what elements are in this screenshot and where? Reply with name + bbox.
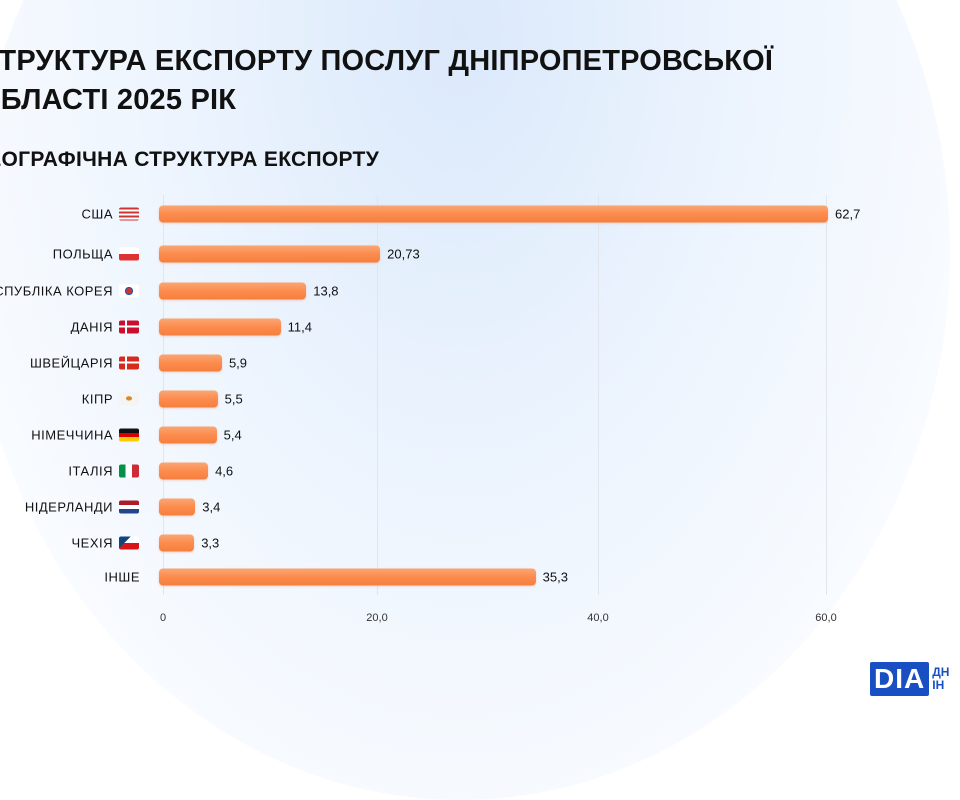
gridline xyxy=(826,195,827,595)
gridline xyxy=(377,195,378,595)
data-label: 20,73 xyxy=(387,246,420,262)
data-label: 62,7 xyxy=(835,206,861,222)
bar xyxy=(159,245,381,263)
data-label: 4,6 xyxy=(215,463,234,479)
pl-flag-icon xyxy=(119,247,139,261)
x-tick-label: 40,0 xyxy=(587,612,609,624)
bar xyxy=(159,498,196,516)
x-tick-label: 60,0 xyxy=(815,612,837,624)
category-label: США xyxy=(81,206,113,222)
nl-flag-icon xyxy=(119,500,139,514)
de-flag-icon xyxy=(119,428,139,442)
data-label: 5,4 xyxy=(223,427,242,443)
category-label: ЧЕХІЯ xyxy=(71,535,113,551)
bar xyxy=(159,462,209,480)
cy-flag-icon xyxy=(119,392,139,406)
bar xyxy=(159,282,307,300)
data-label: 3,3 xyxy=(201,535,220,551)
category-label: КІПР xyxy=(81,391,113,407)
us-flag-icon xyxy=(119,207,139,221)
category-label: ІНШЕ xyxy=(104,569,140,585)
data-label: 13,8 xyxy=(313,283,339,299)
logo-text-2: ІН xyxy=(932,678,945,692)
logo-text-1: ДН xyxy=(932,665,950,679)
it-flag-icon xyxy=(119,464,139,478)
dk-flag-icon xyxy=(119,320,139,334)
ch-flag-icon xyxy=(119,356,139,370)
data-label: 3,4 xyxy=(202,499,221,515)
bar xyxy=(159,426,217,444)
bar xyxy=(159,568,536,586)
data-label: 11,4 xyxy=(287,319,312,335)
category-label: НІДЕРЛАНДИ xyxy=(24,499,113,515)
bar-chart: 0 20,0 40,0 60,0 США 62,7 ПОЛЬЩА 20,73 РЕСПУБЛІК… xyxy=(0,195,861,624)
kr-flag-icon xyxy=(119,284,139,298)
cz-flag-icon xyxy=(119,536,139,550)
category-label: ШВЕЙЦАРІЯ xyxy=(29,355,113,371)
chart-subtitle: ГЕОГРАФІЧНА СТРУКТУРА ЕКСПОРТУ xyxy=(0,148,380,171)
category-label: ПОЛЬЩА xyxy=(52,246,113,262)
x-tick-label: 20,0 xyxy=(366,612,388,624)
category-label: ІТАЛІЯ xyxy=(68,463,113,479)
bar xyxy=(159,354,222,372)
data-label: 5,5 xyxy=(224,391,243,407)
data-label: 35,3 xyxy=(542,569,568,585)
page-title: СТРУКТУРА ЕКСПОРТУ ПОСЛУГ ДНІПРОПЕТРОВСЬ… xyxy=(0,45,774,116)
bar xyxy=(159,390,218,408)
bar xyxy=(159,534,195,552)
category-label: РЕСПУБЛІКА КОРЕЯ xyxy=(0,283,113,299)
category-label: НІМЕЧЧИНА xyxy=(31,427,113,443)
dia-logo: DIA ДН ІН xyxy=(870,662,949,696)
bar xyxy=(159,205,828,223)
data-label: 5,9 xyxy=(228,355,248,371)
gridline xyxy=(598,195,599,595)
bar xyxy=(159,318,281,336)
category-label: ДАНІЯ xyxy=(70,319,113,335)
logo-mark: DIA xyxy=(870,662,930,696)
x-tick-label: 0 xyxy=(159,612,167,624)
